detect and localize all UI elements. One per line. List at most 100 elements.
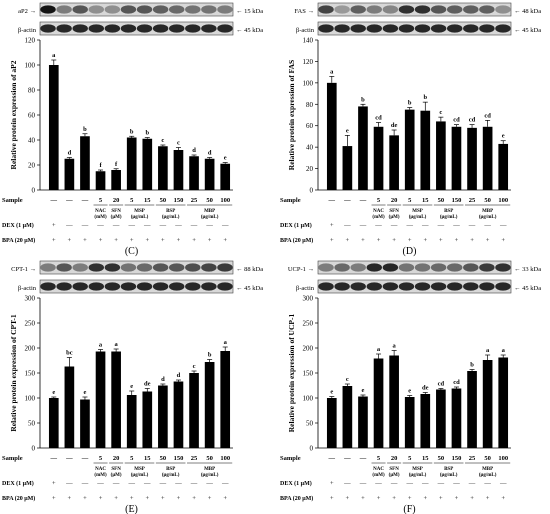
group-unit: (μM) [111, 473, 122, 478]
sample-label: Sample [2, 455, 23, 462]
significance-letter: e [224, 155, 227, 162]
significance-letter: a [393, 343, 397, 350]
bar [204, 158, 215, 190]
sample-value: 5 [377, 455, 381, 462]
panel-letter: (C) [125, 246, 138, 257]
dex-value: — [405, 222, 413, 229]
bar [436, 121, 446, 190]
actin-label: β-actin [296, 285, 315, 292]
protein-label: aP2 → [18, 8, 36, 15]
group-unit: (μg/mL) [409, 473, 427, 478]
bpa-value: + [377, 237, 381, 244]
y-tick-label: 0 [32, 445, 36, 453]
y-tick-label: 60 [28, 112, 36, 120]
blot-band [479, 263, 495, 272]
bar [436, 389, 446, 448]
bar [467, 127, 477, 190]
sample-value: 100 [220, 455, 230, 462]
blot-band [446, 24, 463, 33]
group-unit: (mM) [372, 473, 385, 478]
bpa-value: + [68, 495, 72, 502]
dex-value: — [468, 222, 476, 229]
group-name: SFN [111, 209, 121, 214]
bar [126, 137, 137, 190]
significance-letter: e [502, 133, 505, 140]
blot-band [152, 24, 169, 33]
bar [342, 386, 353, 448]
sample-value: 50 [484, 197, 491, 204]
sample-value: 150 [452, 455, 462, 462]
sample-value: 50 [160, 197, 167, 204]
group-name: NAC [373, 209, 384, 214]
significance-letter: a [486, 347, 490, 354]
y-tick-label: 20 [28, 162, 36, 170]
actin-strip [39, 21, 234, 36]
actin-label: β-actin [296, 27, 315, 34]
blot-band [56, 24, 72, 33]
bpa-value: + [423, 237, 427, 244]
significance-letter: c [193, 363, 196, 370]
western-blot [317, 260, 512, 294]
bpa-label: BPA (20 μM) [280, 237, 313, 244]
blot-band [88, 263, 105, 272]
dex-value: — [343, 480, 351, 487]
y-tick-label: 50 [28, 420, 36, 428]
bpa-value: + [408, 495, 412, 502]
bpa-value: + [145, 495, 149, 502]
significance-letter: e [84, 389, 87, 396]
blot-band [430, 5, 447, 14]
bar [142, 138, 153, 190]
group-unit: (μg/mL) [201, 215, 219, 220]
y-tick-label: 120 [303, 58, 314, 66]
dex-label: DEX (1 μM) [2, 480, 34, 487]
sample-value: 15 [144, 197, 151, 204]
bpa-value: + [455, 495, 459, 502]
significance-letter: b [423, 94, 427, 101]
significance-letter: a [377, 346, 381, 353]
bpa-value: + [346, 495, 350, 502]
blot-band [104, 282, 121, 291]
significance-letter: a [52, 52, 56, 59]
bpa-value: + [486, 237, 490, 244]
bar [64, 366, 75, 448]
sample-value: 50 [160, 455, 167, 462]
bar [373, 358, 384, 448]
dex-value: — [421, 480, 429, 487]
blot-band [350, 5, 366, 14]
panel-3: UCP-1 → β-actin ← 33 kDa ← 45 kDa 0 50 100 150 2… [280, 260, 541, 514]
bpa-value: + [455, 237, 459, 244]
dex-value: — [205, 222, 213, 229]
significance-letter: bc [66, 350, 73, 357]
sample-value: 50 [438, 455, 445, 462]
bpa-label: BPA (20 μM) [2, 495, 35, 502]
sample-value: 150 [174, 455, 184, 462]
bar [389, 355, 399, 448]
blot-band [136, 263, 153, 272]
bpa-value: + [423, 495, 427, 502]
bpa-label: BPA (20 μM) [280, 495, 313, 502]
sample-value: 50 [206, 455, 213, 462]
dex-value: — [65, 480, 73, 487]
sample-value: — [65, 455, 73, 462]
bpa-value: + [361, 237, 365, 244]
blot-band [463, 282, 479, 291]
bpa-value: + [99, 237, 103, 244]
blot-band [382, 5, 399, 14]
y-tick-label: 200 [303, 345, 314, 353]
panel-0: aP2 → β-actin ← 15 kDa ← 45 kDa 0 20 40 60 80 100… [2, 2, 263, 257]
bar [142, 391, 153, 448]
y-axis-label: Relative protein expression of UCP-1 [287, 314, 296, 433]
dex-value: — [405, 480, 413, 487]
y-tick-label: 250 [25, 320, 36, 328]
bpa-value: + [114, 237, 118, 244]
y-tick-label: 0 [310, 187, 314, 195]
bar [80, 399, 90, 448]
dex-value: — [499, 222, 507, 229]
group-unit: (μg/mL) [162, 215, 180, 220]
dex-value: — [359, 480, 367, 487]
y-tick-label: 120 [25, 37, 36, 45]
blot-band [185, 282, 201, 291]
bar [173, 381, 184, 448]
protein-strip [317, 2, 512, 17]
blot-band [463, 263, 479, 272]
